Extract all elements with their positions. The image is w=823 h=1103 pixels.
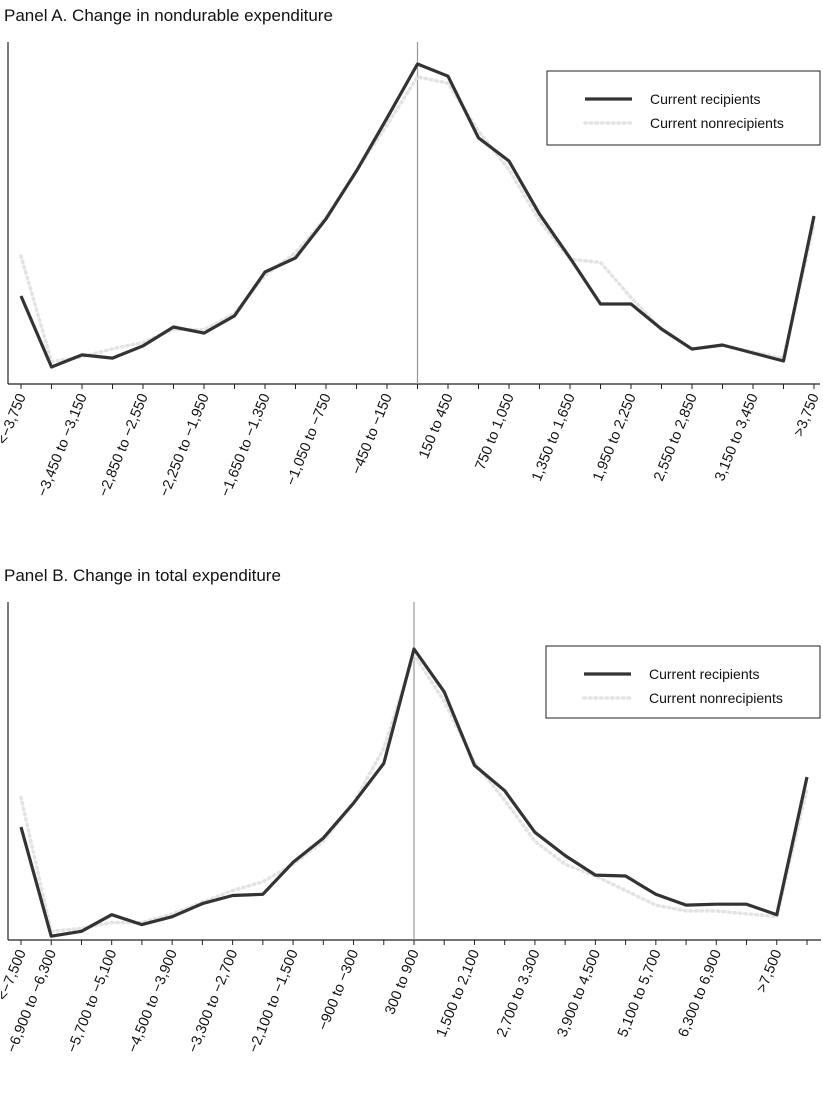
x-tick-label: 1,500 to 2,100: [434, 948, 484, 1040]
legend-label-nonrecipients: Current nonrecipients: [650, 115, 784, 131]
x-tick-label: <−3,750: [0, 392, 30, 447]
x-tick-label: −2,100 to −1,500: [246, 948, 302, 1056]
x-tick-label: 3,900 to 4,500: [555, 948, 605, 1040]
series-line-recipients: [19, 62, 816, 369]
panel-b-chart: <−7,500−6,900 to −6,300 −5,700 to −5,100−…: [0, 602, 821, 1056]
x-tick-label: 6,300 to 6,900: [675, 948, 725, 1040]
legend-label-nonrecipients: Current nonrecipients: [649, 690, 783, 706]
panel-b-title: Panel B. Change in total expenditure: [4, 566, 281, 585]
x-tick-label: −2,850 to −2,550: [96, 392, 152, 500]
x-tick-label: −5,700 to −5,100: [64, 948, 120, 1056]
legend-label-recipients: Current recipients: [650, 91, 761, 107]
x-tick-label: 2,550 to 2,850: [651, 392, 701, 484]
x-tick-label: >7,500: [754, 948, 786, 995]
x-tick-label: −1,050 to −750: [283, 392, 334, 488]
x-tick-label: −900 to −300: [315, 948, 362, 1033]
x-tick-label: 300 to 900: [382, 948, 423, 1018]
x-tick-label: −4,500 to −3,900: [125, 948, 181, 1056]
x-tick-label: 1,950 to 2,250: [590, 392, 640, 484]
x-tick-label: −2,250 to −1,950: [157, 392, 213, 500]
legend-label-recipients: Current recipients: [649, 666, 760, 682]
x-tick-label: >3,750: [791, 392, 823, 439]
panel-a-title: Panel A. Change in nondurable expenditur…: [4, 6, 333, 25]
x-tick-label: −1,650 to −1,350: [218, 392, 274, 500]
legend-box: [545, 645, 821, 719]
x-tick-label: 3,150 to 3,450: [712, 392, 762, 484]
x-tick-label: 750 to 1,050: [473, 392, 518, 473]
x-tick-label: 5,100 to 5,700: [615, 948, 665, 1040]
x-tick-label: −3,300 to −2,700: [185, 948, 241, 1056]
x-tick-label: −450 to −150: [349, 392, 396, 477]
panel-a-chart: <−3,750 −3,450 to −3,150 −2,850 to −2,550−…: [0, 42, 823, 500]
x-tick-label: 2,700 to 3,300: [494, 948, 544, 1040]
x-tick-label: 1,350 to 1,650: [529, 392, 579, 484]
series-line-recipients: [19, 647, 809, 938]
legend-box: [546, 70, 821, 146]
x-tick-label: 150 to 450: [416, 392, 457, 462]
x-tick-label: −3,450 to −3,150: [35, 392, 91, 500]
